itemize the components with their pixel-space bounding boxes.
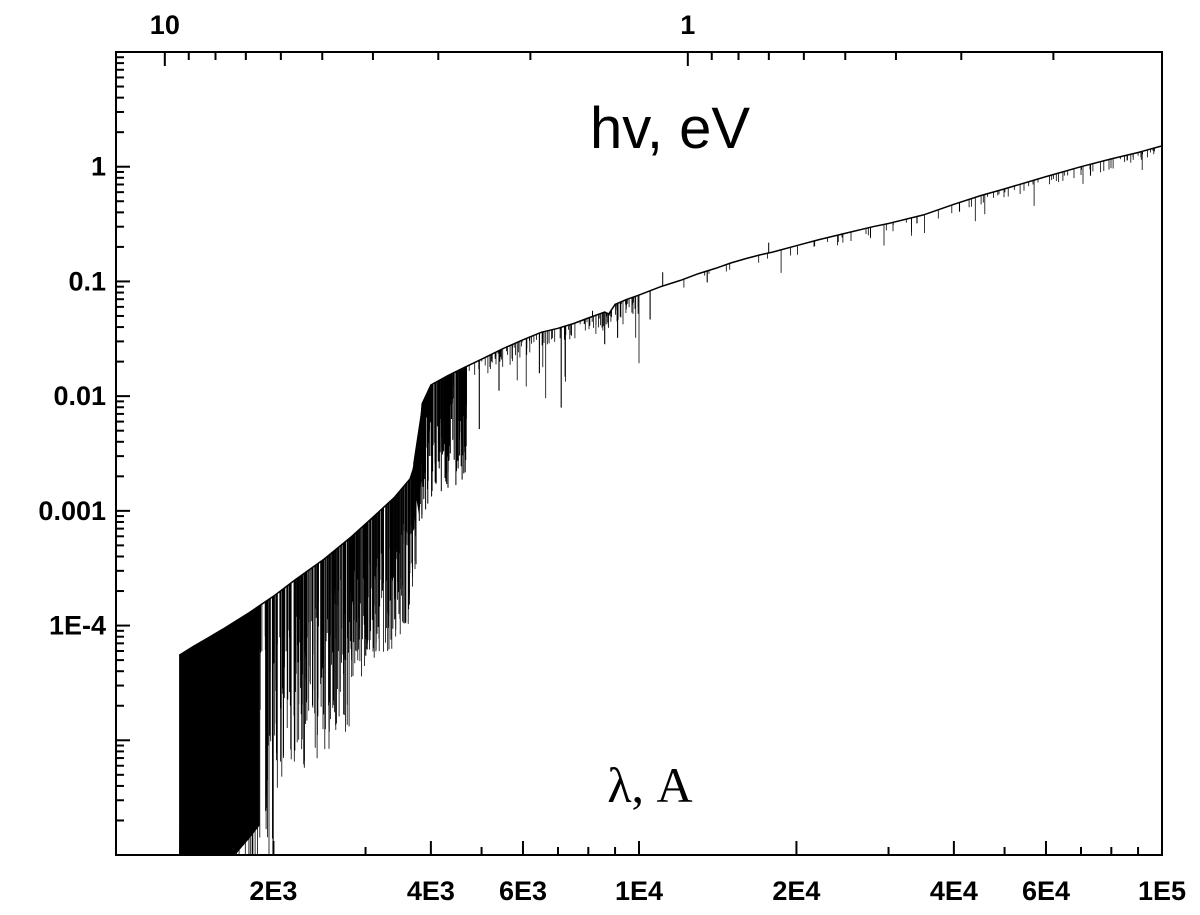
y-tick-label: 1 (91, 152, 106, 182)
y-tick-label: 0.001 (38, 496, 106, 526)
series-line (178, 145, 1163, 657)
x2-axis-title: hv, eV (590, 96, 750, 161)
y-tick-label: 0.01 (53, 381, 106, 411)
x-tick-label: 4E3 (407, 876, 455, 906)
x-tick-label: 4E4 (930, 876, 978, 906)
y-tick-label: 0.1 (68, 266, 106, 296)
x-tick-label: 6E3 (499, 876, 547, 906)
absorption-band (179, 647, 193, 855)
x2-tick-label: 10 (150, 10, 180, 40)
x2-tick-label: 1 (680, 10, 695, 40)
x-tick-label: 1E4 (615, 876, 663, 906)
x-tick-label: 1E5 (1138, 876, 1186, 906)
tick-labels: 2E3 4E3 6E3 1E4 2E4 4E4 6E4 1E5 1E-4 0.001 0.01 0.1… (38, 10, 1186, 906)
x-tick-label: 6E4 (1022, 876, 1070, 906)
tick-marks (115, 52, 1163, 856)
x-tick-label: 2E4 (772, 876, 820, 906)
x-tick-label: 2E3 (249, 876, 297, 906)
y-tick-label: 1E-4 (49, 611, 106, 641)
x-axis-title: λ, A (607, 757, 692, 813)
absorption-lines (179, 146, 1162, 855)
